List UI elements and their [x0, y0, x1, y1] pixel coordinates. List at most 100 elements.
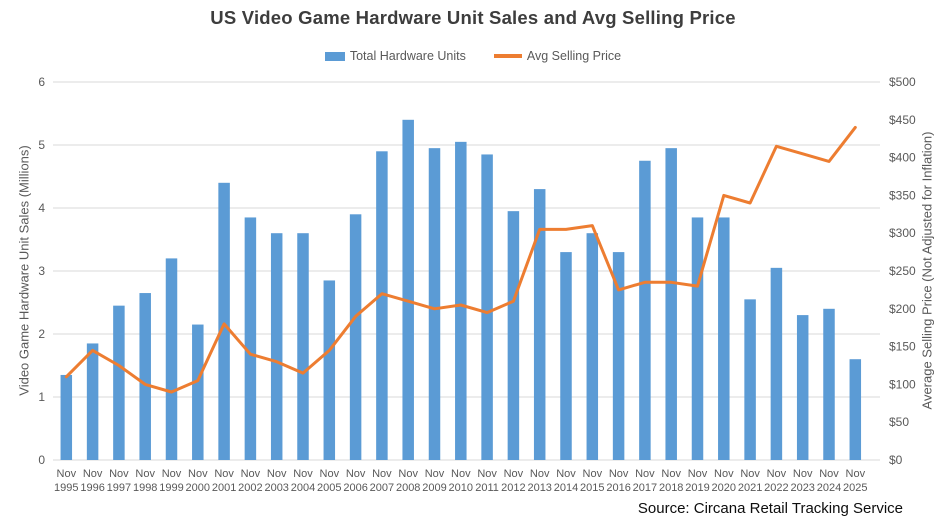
x-tick-month-label: Nov	[688, 468, 708, 480]
x-tick-month-label: Nov	[83, 468, 103, 480]
x-tick-year-label: 2020	[712, 482, 736, 494]
x-tick-month-label: Nov	[846, 468, 866, 480]
bar-series-swatch-icon	[324, 51, 345, 61]
legend-item-avg-selling-price: Avg Selling Price	[493, 49, 621, 63]
bar-nov-2017	[639, 160, 651, 460]
x-tick-month-label: Nov	[556, 468, 576, 480]
x-tick-year-label: 1995	[54, 482, 78, 494]
x-tick-month-label: Nov	[346, 468, 366, 480]
bar-nov-2003	[270, 233, 283, 460]
source-note: Source: Circana Retail Tracking Service	[637, 500, 903, 517]
x-tick-year-label: 2003	[264, 482, 288, 494]
legend-item-total-hardware-units: Total Hardware Units	[324, 49, 466, 63]
bar-nov-2002	[244, 217, 257, 460]
left-axis-tick-label: 6	[38, 75, 45, 89]
x-tick-month-label: Nov	[767, 468, 787, 480]
x-tick-month-label: Nov	[504, 468, 524, 480]
x-tick-month-label: Nov	[398, 468, 418, 480]
bar-nov-2001	[218, 182, 230, 461]
x-tick-month-label: Nov	[293, 468, 313, 480]
x-tick-month-label: Nov	[661, 468, 681, 480]
x-tick-year-label: 1997	[107, 482, 131, 494]
x-tick-month-label: Nov	[320, 468, 340, 480]
x-tick-month-label: Nov	[530, 468, 550, 480]
bar-nov-2007	[376, 151, 388, 461]
right-axis-tick-label: $350	[889, 188, 916, 202]
bar-nov-1998	[139, 293, 151, 460]
right-axis-tick-label: $100	[889, 377, 916, 391]
x-tick-year-label: 2022	[764, 482, 788, 494]
left-axis-tick-label: 4	[38, 201, 45, 215]
x-tick-month-label: Nov	[241, 468, 261, 480]
x-tick-year-label: 2024	[817, 482, 841, 494]
bar-nov-2013	[533, 189, 546, 460]
x-tick-year-label: 2021	[738, 482, 762, 494]
x-tick-year-label: 2025	[843, 482, 867, 494]
x-tick-month-label: Nov	[451, 468, 471, 480]
left-axis-tick-label: 2	[38, 327, 45, 341]
x-tick-month-label: Nov	[425, 468, 445, 480]
x-tick-year-label: 1998	[133, 482, 157, 494]
bar-nov-2000	[192, 324, 204, 460]
bar-nov-2019	[691, 217, 704, 460]
x-tick-year-label: 2014	[554, 482, 578, 494]
chart-title: US Video Game Hardware Unit Sales and Av…	[210, 7, 736, 28]
x-tick-year-label: 2018	[659, 482, 683, 494]
x-tick-year-label: 2001	[212, 482, 236, 494]
right-axis-tick-label: $200	[889, 302, 916, 316]
x-tick-month-label: Nov	[188, 468, 208, 480]
x-tick-month-label: Nov	[793, 468, 813, 480]
x-tick-year-label: 2019	[685, 482, 709, 494]
left-axis-tick-label: 0	[38, 453, 45, 467]
avg-selling-price-line	[64, 125, 857, 394]
bar-nov-2025	[849, 359, 862, 460]
x-tick-year-label: 2008	[396, 482, 420, 494]
bar-nov-2014	[560, 252, 572, 460]
bar-nov-2024	[823, 308, 835, 460]
x-tick-year-label: 2016	[606, 482, 630, 494]
x-tick-year-label: 2023	[790, 482, 814, 494]
bar-nov-1996	[86, 343, 99, 460]
bar-nov-1999	[165, 258, 178, 460]
bar-nov-2012	[507, 211, 520, 460]
x-tick-month-label: Nov	[162, 468, 182, 480]
x-tick-month-label: Nov	[714, 468, 734, 480]
right-axis-tick-label: $250	[889, 264, 916, 278]
x-tick-month-label: Nov	[609, 468, 629, 480]
right-axis-tick-label: $300	[889, 226, 916, 240]
x-tick-month-label: Nov	[57, 468, 77, 480]
x-tick-month-label: Nov	[583, 468, 603, 480]
bar-nov-2004	[297, 233, 309, 460]
x-tick-year-label: 2000	[186, 482, 210, 494]
x-tick-month-label: Nov	[135, 468, 155, 480]
x-tick-year-label: 2007	[370, 482, 394, 494]
x-tick-year-label: 2011	[475, 482, 499, 494]
x-tick-month-label: Nov	[214, 468, 234, 480]
bar-nov-2016	[612, 252, 625, 460]
x-tick-month-label: Nov	[267, 468, 287, 480]
right-axis-tick-label: $400	[889, 151, 916, 165]
bar-nov-2010	[455, 141, 467, 460]
bar-nov-1995	[60, 374, 73, 460]
x-tick-month-label: Nov	[477, 468, 497, 480]
x-tick-year-label: 2013	[527, 482, 551, 494]
x-tick-year-label: 2002	[238, 482, 262, 494]
left-axis-tick-label: 1	[38, 390, 45, 404]
x-tick-year-label: 1996	[80, 482, 104, 494]
x-tick-year-label: 2017	[633, 482, 657, 494]
x-tick-year-label: 2004	[291, 482, 315, 494]
right-axis-tick-label: $150	[889, 340, 916, 354]
left-axis-tick-label: 5	[38, 138, 45, 152]
bar-nov-2011	[481, 154, 493, 460]
bar-nov-1997	[113, 305, 125, 460]
right-axis-tick-label: $450	[889, 113, 916, 127]
bar-nov-2020	[718, 217, 730, 460]
right-axis-tick-label: $500	[889, 75, 916, 89]
legend-label-total-hardware-units: Total Hardware Units	[349, 49, 466, 63]
bar-nov-2021	[744, 299, 756, 460]
legend: Total Hardware Units Avg Selling Price	[0, 49, 946, 63]
x-tick-month-label: Nov	[372, 468, 392, 480]
x-tick-month-label: Nov	[635, 468, 655, 480]
